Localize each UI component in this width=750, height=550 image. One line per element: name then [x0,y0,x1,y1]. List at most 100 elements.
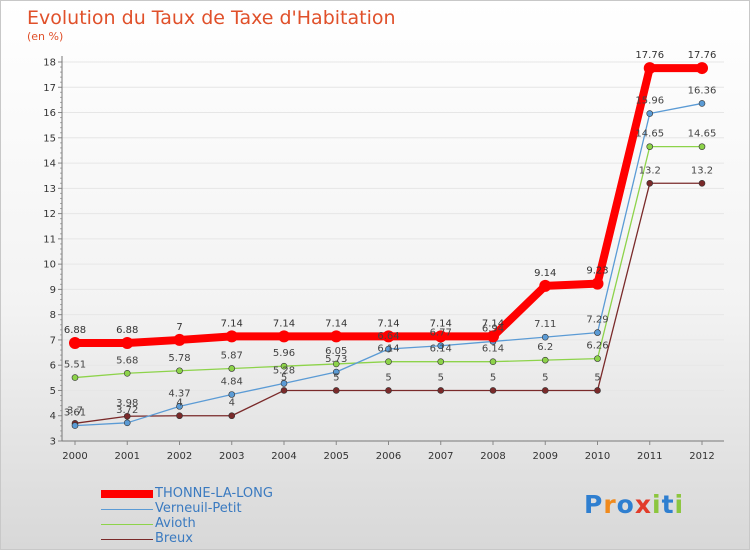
data-label: 9.14 [534,268,556,279]
data-point [698,179,706,187]
data-label: 6.64 [377,331,399,342]
data-point [696,62,708,75]
data-point [487,330,499,343]
data-point [541,333,549,341]
data-label: 7.14 [430,318,452,329]
data-label: 13.2 [691,165,713,176]
data-label: 5 [542,372,548,383]
y-tick-label: 8 [50,310,56,321]
data-point [173,333,186,346]
data-label: 6.77 [430,328,452,339]
data-point [123,412,131,420]
data-label: 6.88 [116,325,138,336]
data-label: 4 [229,398,235,409]
data-point [437,342,445,350]
y-tick-label: 10 [43,260,56,271]
legend-swatch-breux [101,539,153,540]
x-tick-label: 2009 [533,451,558,462]
data-label: 6.88 [64,325,86,336]
data-label: 5.51 [64,360,86,371]
data-label: 5 [594,372,600,383]
logo-letter: t [661,490,675,519]
data-point [176,403,183,410]
data-point [591,277,604,290]
data-point [382,330,395,343]
data-label: 3.61 [64,408,86,419]
data-point [646,143,654,150]
data-label: 17.76 [688,50,717,61]
x-tick-label: 2002 [167,451,192,462]
data-point [280,362,288,370]
data-point [539,279,552,292]
x-tick-label: 2012 [689,451,714,462]
y-tick-label: 18 [43,58,56,69]
legend-swatch-avioth [101,524,153,525]
data-point [646,179,654,187]
logo-letter: r [603,490,617,519]
data-label: 5.73 [325,354,347,365]
logo-letter: i [674,490,685,519]
data-label: 7.14 [273,318,295,329]
data-point [228,391,236,398]
data-point [330,330,343,343]
data-point [489,387,497,394]
data-label: 14.65 [635,129,664,140]
chart-title: Evolution du Taux de Taxe d'Habitation [27,7,396,29]
data-point [646,110,654,117]
y-tick-label: 11 [43,234,56,245]
logo-letter: o [616,490,635,519]
data-label: 7.14 [482,318,504,329]
data-label: 6.14 [377,344,399,355]
y-tick-label: 4 [50,411,56,422]
data-label: 6.26 [586,341,608,352]
data-label: 6.14 [482,344,504,355]
data-label: 7.11 [534,319,556,330]
legend-swatch-thonne [101,490,153,498]
data-point [280,380,288,387]
data-point [437,387,445,394]
data-label: 3.98 [116,398,138,409]
data-point [228,412,236,420]
data-label: 4 [176,398,182,409]
data-label: 6.05 [325,346,347,357]
data-point [71,374,79,381]
y-tick-label: 6 [50,361,56,372]
y-tick-label: 5 [50,386,56,397]
line-chart: 3 4 5 6 7 8 9 10 11 12 13 14 15 16 17 18 2000 2001 2002 200… [43,50,724,462]
data-label: 5.87 [221,350,243,361]
y-tick-label: 9 [50,285,56,296]
data-label: 5 [438,372,444,383]
y-tick-label: 17 [43,83,56,94]
x-tick-label: 2010 [585,451,610,462]
x-tick-label: 2005 [324,451,349,462]
data-label: 7.14 [325,318,347,329]
data-point [437,358,445,365]
x-tick-label: 2004 [271,451,296,462]
data-label: 5 [333,372,339,383]
data-point [69,336,81,349]
y-tick-label: 7 [50,335,56,346]
data-label: 5 [385,372,391,383]
y-tick-label: 3 [50,437,56,448]
data-point [176,367,183,375]
legend-label-verneuil: Verneuil-Petit [155,501,242,516]
data-point [332,360,340,368]
data-point [541,356,549,364]
data-label: 5.68 [116,355,138,366]
data-label: 7.29 [586,315,608,326]
data-label: 5 [281,372,287,383]
legend-label-breux: Breux [155,531,193,546]
legend-swatch-verneuil [101,509,153,510]
data-label: 15.96 [635,96,664,107]
data-label: 17.76 [635,50,664,61]
logo-letter: x [634,490,652,519]
legend-label-avioth: Avioth [155,516,196,531]
x-tick-label: 2001 [115,451,140,462]
proxiti-logo: Proxiti [584,490,684,519]
x-tick-label: 2006 [376,451,401,462]
data-point [489,358,497,365]
data-label: 5 [490,372,496,383]
data-point [385,358,392,365]
data-point [594,329,601,336]
